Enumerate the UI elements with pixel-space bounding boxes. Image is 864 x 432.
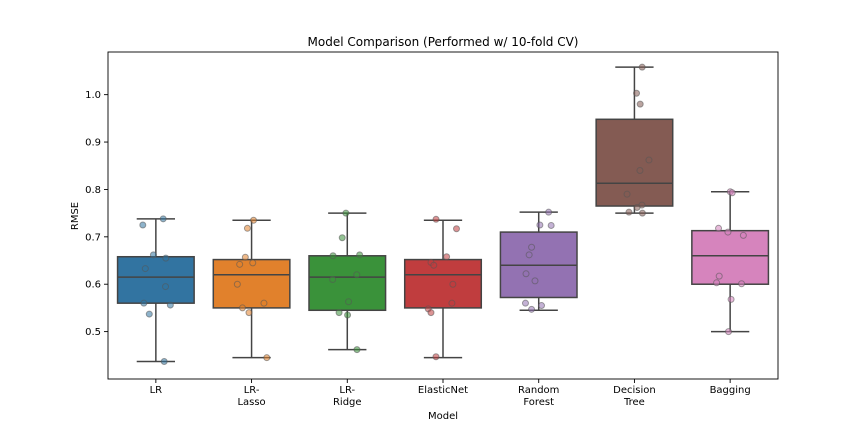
data-point [443, 253, 451, 261]
data-point [260, 299, 268, 307]
x-tick-label: LR- [244, 385, 260, 396]
x-tick-label: ElasticNet [418, 385, 468, 396]
data-point [645, 156, 653, 164]
box-bagging [691, 229, 770, 285]
data-point [338, 234, 346, 242]
data-point [145, 310, 153, 318]
data-point [725, 328, 733, 336]
data-point [625, 208, 633, 216]
data-point [243, 224, 251, 232]
data-point [638, 209, 646, 217]
data-point [545, 208, 553, 216]
y-tick-label: 0.5 [85, 327, 101, 338]
x-axis-label: Model [428, 411, 458, 422]
x-tick-label: Tree [623, 397, 645, 408]
data-point [715, 224, 723, 232]
chart-title: Model Comparison (Performed w/ 10-fold C… [308, 35, 579, 49]
data-point [160, 357, 168, 365]
data-point [236, 260, 244, 268]
x-tick-label: Lasso [237, 397, 265, 408]
data-point [139, 221, 147, 229]
data-point [345, 298, 353, 306]
data-point [140, 299, 148, 307]
data-point [636, 100, 644, 108]
data-point [353, 346, 361, 354]
box-lr [116, 255, 195, 304]
data-point [263, 354, 271, 362]
data-point [528, 305, 536, 313]
data-point [453, 225, 461, 233]
data-point [245, 309, 253, 317]
data-point [241, 253, 249, 261]
data-point [547, 221, 555, 229]
data-point [427, 309, 435, 317]
data-point [335, 309, 343, 317]
y-axis-label: RMSE [70, 202, 81, 230]
y-tick-label: 0.8 [85, 185, 101, 196]
data-point [329, 275, 337, 283]
x-tick-label: Ridge [333, 397, 362, 408]
data-point [633, 203, 641, 211]
data-point [522, 270, 530, 278]
data-point [521, 299, 529, 307]
data-point [432, 353, 440, 361]
data-point [715, 272, 723, 280]
data-point [344, 311, 352, 319]
y-tick-label: 0.6 [85, 280, 101, 291]
data-point [149, 251, 157, 259]
plot-layer: 0.50.60.70.80.91.0LR LR-LassoLR-RidgeElas… [85, 51, 779, 408]
data-point [162, 254, 170, 262]
data-point [329, 252, 337, 260]
data-point [623, 190, 631, 198]
data-point [342, 209, 350, 217]
data-point [353, 271, 361, 279]
data-point [728, 189, 736, 197]
data-point [249, 259, 257, 267]
data-point [638, 63, 646, 71]
x-tick-label: Forest [523, 397, 554, 408]
box-elasticnet [403, 258, 483, 309]
data-point [536, 221, 544, 229]
data-point [141, 265, 149, 273]
data-point [739, 231, 747, 239]
data-point [738, 280, 746, 288]
y-tick-label: 1.0 [85, 90, 101, 101]
data-point [233, 280, 241, 288]
data-point [538, 302, 546, 310]
data-point [636, 166, 644, 174]
data-point [724, 228, 732, 236]
data-point [162, 283, 170, 291]
data-point [356, 251, 364, 259]
x-tick-label: Decision [613, 385, 656, 396]
box-decision-tree [595, 118, 674, 207]
x-tick-label: LR [150, 385, 163, 396]
data-point [449, 280, 457, 288]
data-point [432, 215, 440, 223]
data-point [159, 215, 167, 223]
data-point [633, 89, 641, 97]
data-point [531, 277, 539, 285]
data-point [430, 261, 438, 269]
box-lr-lasso [212, 258, 291, 309]
data-point [713, 279, 721, 287]
x-tick-label: LR- [339, 385, 355, 396]
data-point [448, 299, 456, 307]
data-point [727, 295, 735, 303]
y-tick-label: 0.9 [85, 138, 101, 149]
x-tick-label: Bagging [710, 385, 751, 396]
data-point [238, 304, 246, 312]
data-point [528, 243, 536, 251]
data-point [250, 216, 258, 224]
data-point [525, 251, 533, 259]
y-tick-label: 0.7 [85, 232, 101, 243]
x-tick-label: Random [518, 385, 559, 396]
data-point [166, 301, 174, 309]
